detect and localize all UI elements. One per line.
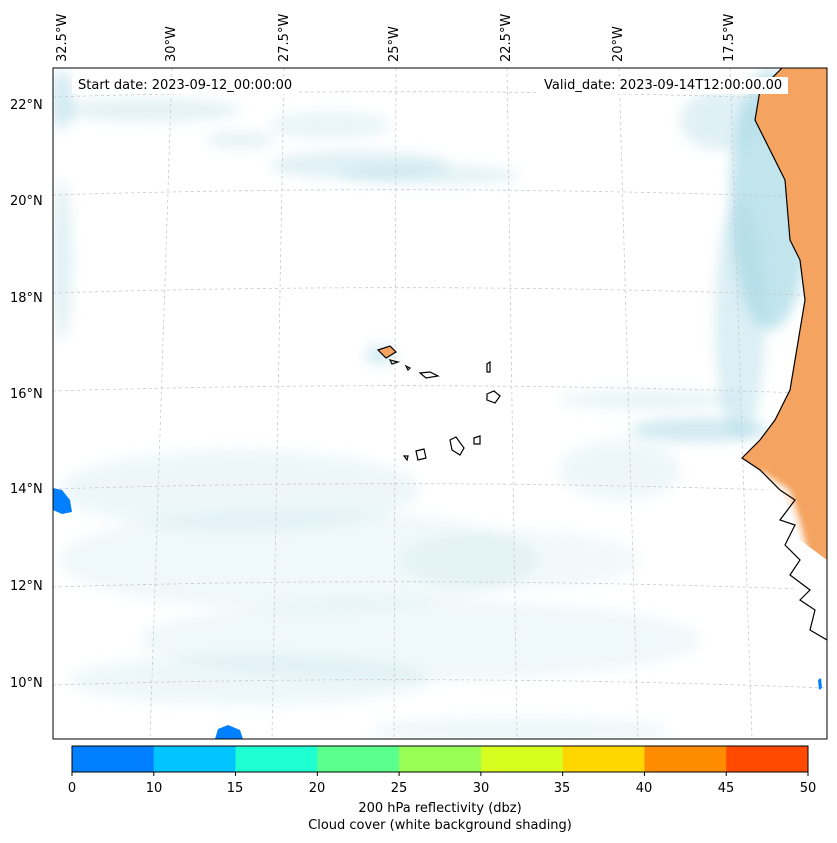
- lat-label: 12°N: [10, 579, 43, 594]
- colorbar-tick: 40: [635, 781, 653, 796]
- lon-label: 30°W: [164, 26, 179, 62]
- africa-land: [742, 68, 827, 560]
- lat-label: 10°N: [10, 676, 43, 691]
- lat-label: 16°N: [10, 387, 43, 402]
- colorbar-segment: [562, 746, 645, 772]
- start-date-label: Start date: 2023-09-12_00:00:00: [72, 77, 299, 94]
- lon-label: 32.5°W: [55, 13, 70, 62]
- cloud-cover-shading: [53, 70, 810, 739]
- colorbar: [71, 745, 809, 776]
- colorbar-tick: 30: [472, 781, 490, 796]
- colorbar-tick: 50: [799, 781, 817, 796]
- colorbar-border: [71, 745, 809, 773]
- lon-label: 20°W: [611, 26, 626, 62]
- lon-label: 17.5°W: [722, 13, 737, 62]
- lat-label: 20°N: [10, 194, 43, 209]
- reflectivity-cell: [215, 725, 243, 739]
- colorbar-segment: [72, 746, 155, 772]
- lat-label: 18°N: [10, 291, 43, 306]
- map-layers: [53, 68, 827, 739]
- lon-label: 27.5°W: [277, 13, 292, 62]
- lon-label: 22.5°W: [499, 13, 514, 62]
- graticule: [53, 68, 827, 739]
- colorbar-title: 200 hPa reflectivity (dbz): [358, 801, 522, 816]
- colorbar-segment: [235, 746, 318, 772]
- land-cloud-patch: [760, 470, 827, 640]
- colorbar-tick: 35: [553, 781, 571, 796]
- island-icon: [376, 345, 501, 462]
- colorbar-subtitle: Cloud cover (white background shading): [308, 818, 572, 833]
- colorbar-segment: [317, 746, 400, 772]
- reflectivity-cell: [53, 488, 72, 514]
- coastline-icon: [741, 68, 827, 641]
- colorbar-tick: 20: [308, 781, 326, 796]
- colorbar-tick: 15: [226, 781, 244, 796]
- colorbar-segment: [480, 746, 564, 772]
- reflectivity-cell: [818, 678, 822, 690]
- colorbar-tick: 25: [390, 781, 408, 796]
- lat-label: 22°N: [10, 98, 43, 113]
- colorbar-tick: 10: [145, 781, 163, 796]
- lon-label: 25°W: [387, 26, 402, 62]
- map-frame: [52, 67, 828, 740]
- lat-label: 14°N: [10, 482, 43, 497]
- colorbar-segment: [153, 746, 237, 772]
- colorbar-tick: 0: [67, 781, 77, 796]
- colorbar-segment: [399, 746, 482, 772]
- colorbar-segment: [726, 746, 809, 772]
- valid-date-label: Valid_date: 2023-09-14T12:00:00.00: [538, 77, 789, 94]
- colorbar-tick: 45: [717, 781, 735, 796]
- colorbar-segment: [644, 746, 727, 772]
